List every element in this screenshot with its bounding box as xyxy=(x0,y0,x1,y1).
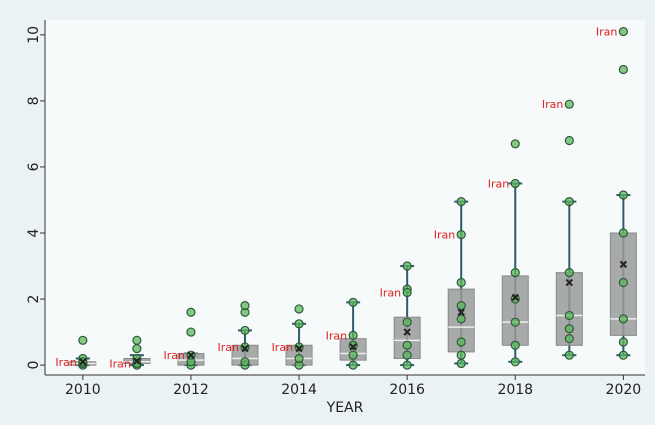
y-tick-label: 6 xyxy=(26,162,42,171)
point xyxy=(511,269,519,277)
point xyxy=(457,359,465,367)
x-tick-label: 2014 xyxy=(281,382,317,398)
point xyxy=(403,318,411,326)
point xyxy=(619,279,627,287)
point xyxy=(619,191,627,199)
x-tick-label: 2020 xyxy=(606,382,642,398)
point xyxy=(619,315,627,323)
point xyxy=(187,328,195,336)
point xyxy=(457,279,465,287)
point xyxy=(403,351,411,359)
iran-label: Iran xyxy=(542,98,564,111)
iran-point xyxy=(565,100,573,108)
x-tick-label: 2010 xyxy=(65,382,101,398)
point xyxy=(457,302,465,310)
point xyxy=(295,354,303,362)
point xyxy=(565,269,573,277)
y-tick-label: 2 xyxy=(26,295,42,304)
y-tick-label: 0 xyxy=(26,361,42,370)
x-axis-label: YEAR xyxy=(326,400,364,416)
iran-point xyxy=(457,231,465,239)
point xyxy=(619,338,627,346)
iran-point xyxy=(511,179,519,187)
iran-point xyxy=(403,288,411,296)
point xyxy=(511,341,519,349)
point xyxy=(349,361,357,369)
point xyxy=(565,325,573,333)
point xyxy=(133,336,141,344)
iran-label: Iran xyxy=(163,349,185,362)
point xyxy=(619,66,627,74)
point xyxy=(565,335,573,343)
point xyxy=(295,320,303,328)
y-tick-label: 10 xyxy=(26,26,42,44)
x-tick-label: 2016 xyxy=(389,382,425,398)
iran-label: Iran xyxy=(272,341,294,354)
point xyxy=(619,351,627,359)
iran-label: Iran xyxy=(434,229,456,242)
point xyxy=(403,361,411,369)
point xyxy=(457,351,465,359)
point xyxy=(457,315,465,323)
point xyxy=(457,338,465,346)
iran-label: Iran xyxy=(109,357,131,370)
point xyxy=(403,262,411,270)
iran-label: Iran xyxy=(55,356,77,369)
point xyxy=(619,229,627,237)
point xyxy=(241,358,249,366)
point xyxy=(187,308,195,316)
iran-label: Iran xyxy=(596,26,618,39)
point xyxy=(349,298,357,306)
point xyxy=(511,358,519,366)
point xyxy=(457,198,465,206)
point xyxy=(241,302,249,310)
plot-area xyxy=(45,20,645,375)
point xyxy=(349,351,357,359)
point xyxy=(565,137,573,145)
y-tick-label: 4 xyxy=(26,228,42,237)
iran-point xyxy=(349,331,357,339)
point xyxy=(79,336,87,344)
x-tick-label: 2018 xyxy=(497,382,533,398)
point xyxy=(565,351,573,359)
iran-label: Iran xyxy=(488,177,510,190)
y-tick-label: 8 xyxy=(26,96,42,105)
iran-point xyxy=(619,28,627,36)
point xyxy=(565,198,573,206)
box xyxy=(502,276,528,345)
chart: YEAR 0 2 4 6 8 10 2010 2012 2014 2016 2018 2020 Iran… xyxy=(0,0,655,425)
point xyxy=(511,318,519,326)
point xyxy=(565,312,573,320)
x-tick-label: 2012 xyxy=(173,382,209,398)
iran-label: Iran xyxy=(218,341,240,354)
point xyxy=(241,326,249,334)
point xyxy=(403,341,411,349)
iran-label: Iran xyxy=(326,329,348,342)
point xyxy=(295,305,303,313)
point xyxy=(511,140,519,148)
iran-label: Iran xyxy=(380,286,402,299)
point xyxy=(133,345,141,353)
